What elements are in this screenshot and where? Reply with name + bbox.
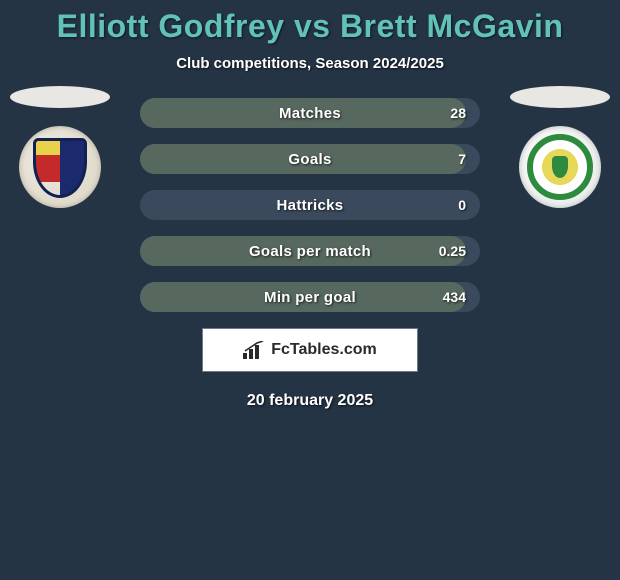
bar-value: 0.25: [439, 236, 466, 266]
left-team-block: [10, 86, 110, 216]
stat-row-min-per-goal: Min per goal 434: [140, 282, 480, 312]
right-team-block: [510, 86, 610, 216]
bar-label: Goals per match: [140, 236, 480, 266]
chart-icon: [243, 341, 265, 359]
bar-value: 28: [450, 98, 466, 128]
stat-row-matches: Matches 28: [140, 98, 480, 128]
stat-row-goals-per-match: Goals per match 0.25: [140, 236, 480, 266]
date-text: 20 february 2025: [0, 392, 620, 410]
bar-value: 7: [458, 144, 466, 174]
subtitle: Club competitions, Season 2024/2025: [0, 55, 620, 72]
branding-box: FcTables.com: [202, 328, 418, 372]
stat-bars: Matches 28 Goals 7 Hattricks 0 Goals per…: [140, 98, 480, 312]
ellipse-shadow-right: [510, 86, 610, 108]
stat-row-goals: Goals 7: [140, 144, 480, 174]
stats-area: Matches 28 Goals 7 Hattricks 0 Goals per…: [0, 98, 620, 410]
bar-label: Hattricks: [140, 190, 480, 220]
ellipse-shadow-left: [10, 86, 110, 108]
bar-label: Goals: [140, 144, 480, 174]
branding-text: FcTables.com: [271, 341, 377, 359]
infographic-root: Elliott Godfrey vs Brett McGavin Club co…: [0, 0, 620, 410]
page-title: Elliott Godfrey vs Brett McGavin: [0, 8, 620, 45]
bar-label: Matches: [140, 98, 480, 128]
yeovil-crest-icon: [519, 126, 601, 208]
bar-value: 0: [458, 190, 466, 220]
wealdstone-crest-icon: [19, 126, 101, 208]
bar-value: 434: [443, 282, 466, 312]
stat-row-hattricks: Hattricks 0: [140, 190, 480, 220]
bar-label: Min per goal: [140, 282, 480, 312]
